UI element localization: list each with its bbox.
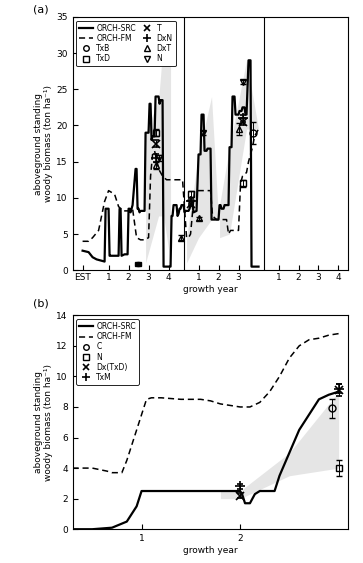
Text: (a): (a) <box>33 5 48 14</box>
Legend: ORCH-SRC, ORCH-FM, TxB, TxD, T, DxN, DxT, N: ORCH-SRC, ORCH-FM, TxB, TxD, T, DxN, DxT… <box>77 21 176 66</box>
X-axis label: growth year: growth year <box>183 285 238 294</box>
Y-axis label: aboveground standing
woody biomass (ton ha⁻¹): aboveground standing woody biomass (ton … <box>34 364 53 481</box>
X-axis label: growth year: growth year <box>183 546 238 555</box>
Legend: ORCH-SRC, ORCH-FM, C, N, Dx(TxD), TxM: ORCH-SRC, ORCH-FM, C, N, Dx(TxD), TxM <box>77 319 139 385</box>
Text: (b): (b) <box>33 299 48 309</box>
Y-axis label: aboveground standing
woody biomass (ton ha⁻¹): aboveground standing woody biomass (ton … <box>34 85 53 202</box>
